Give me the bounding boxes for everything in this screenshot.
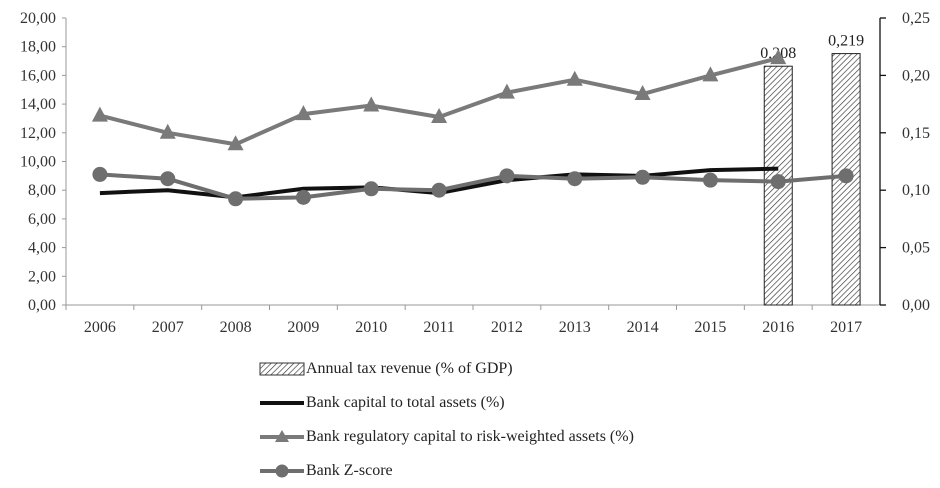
legend-label-tax: Annual tax revenue (% of GDP): [306, 360, 513, 377]
z-score-point: [92, 166, 108, 182]
x-tick-label: 2013: [559, 319, 591, 336]
regulatory-capital-point: [227, 135, 244, 151]
legend-label-regulatory: Bank regulatory capital to risk-weighted…: [306, 428, 634, 445]
z-score-point: [431, 182, 447, 198]
legend-item-tax: Annual tax revenue (% of GDP): [258, 352, 634, 386]
z-score-point: [702, 172, 718, 188]
left-tick-label: 14,00: [20, 96, 56, 113]
x-tick-label: 2006: [84, 319, 116, 336]
z-score-point: [635, 169, 651, 185]
z-score-point: [567, 171, 583, 187]
right-tick-label: 0,25: [902, 10, 930, 27]
regulatory-capital-point: [702, 66, 719, 82]
right-tick-label: 0,10: [902, 182, 930, 199]
x-tick-label: 2014: [627, 319, 659, 336]
right-tick-label: 0,15: [902, 125, 930, 142]
legend: Annual tax revenue (% of GDP) Bank capit…: [258, 352, 634, 488]
x-tick-label: 2015: [694, 319, 726, 336]
legend-item-zscore: Bank Z-score: [258, 454, 634, 488]
z-score-point: [160, 171, 176, 187]
tax-revenue-data-label: 0,219: [828, 33, 864, 50]
legend-label-zscore: Bank Z-score: [306, 462, 393, 479]
left-tick-label: 2,00: [28, 268, 56, 285]
right-tick-label: 0,00: [902, 297, 930, 314]
left-tick-label: 12,00: [20, 125, 56, 142]
legend-line-triangle: [260, 430, 304, 442]
z-score-point: [838, 168, 854, 184]
x-tick-label: 2016: [762, 319, 794, 336]
x-tick-label: 2011: [423, 319, 454, 336]
regulatory-capital-point: [498, 83, 515, 99]
x-tick-label: 2008: [220, 319, 252, 336]
legend-label-capital-assets: Bank capital to total assets (%): [306, 394, 505, 411]
left-tick-label: 6,00: [28, 211, 56, 228]
legend-line-black: [260, 401, 304, 405]
series-line-2: [99, 172, 847, 201]
regulatory-capital-point: [295, 105, 312, 121]
left-tick-label: 18,00: [20, 39, 56, 56]
z-score-point: [228, 191, 244, 207]
x-tick-label: 2007: [152, 319, 184, 336]
legend-item-capital-assets: Bank capital to total assets (%): [258, 386, 634, 420]
regulatory-capital-point: [431, 108, 448, 124]
z-score-point: [770, 174, 786, 190]
series-line-1: [99, 56, 779, 147]
legend-hatch-swatch: [259, 362, 305, 376]
regulatory-capital-point: [566, 70, 583, 86]
z-score-point: [363, 181, 379, 197]
regulatory-capital-point: [770, 49, 787, 65]
chart-canvas: 0,00 2,00 4,00 6,00 8,00 10,00 12,00 14,00 16,00…: [20, 10, 930, 336]
regulatory-capital-point: [363, 96, 380, 112]
x-tick-label: 2009: [287, 319, 319, 336]
regulatory-capital-point: [159, 123, 176, 139]
plot-area: 0,00 2,00 4,00 6,00 8,00 10,00 12,00 14,00 16,00…: [20, 10, 930, 336]
regulatory-capital-point: [634, 85, 651, 101]
regulatory-capital-point: [91, 106, 108, 122]
z-score-point: [499, 168, 515, 184]
x-tick-label: 2010: [355, 319, 387, 336]
left-tick-label: 16,00: [20, 67, 56, 84]
left-tick-label: 4,00: [28, 240, 56, 257]
left-tick-label: 0,00: [28, 297, 56, 314]
right-tick-label: 0,05: [902, 240, 930, 257]
x-tick-label: 2017: [830, 319, 862, 336]
right-tick-label: 0,20: [902, 67, 930, 84]
legend-item-regulatory: Bank regulatory capital to risk-weighted…: [258, 420, 634, 454]
left-tick-label: 8,00: [28, 182, 56, 199]
left-tick-label: 20,00: [20, 10, 56, 27]
left-tick-label: 10,00: [20, 154, 56, 171]
x-tick-label: 2012: [491, 319, 523, 336]
z-score-point: [295, 189, 311, 205]
legend-line-circle: [260, 464, 304, 478]
